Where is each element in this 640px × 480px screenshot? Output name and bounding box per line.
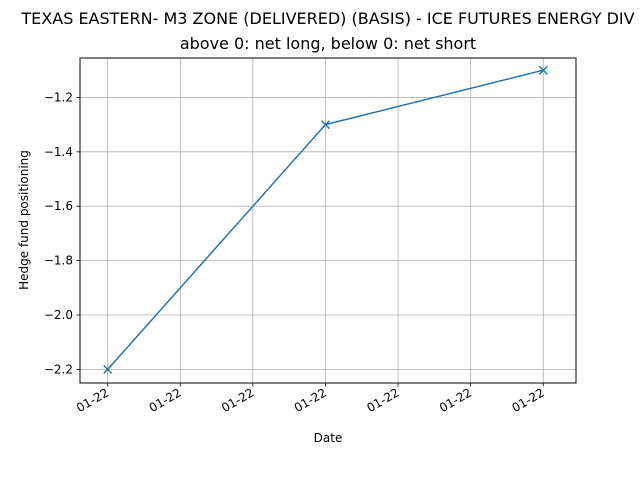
series-layer <box>103 65 548 374</box>
y-axis-ticks: −2.2 −2.0 −1.8 −1.6 −1.4 −1.2 <box>44 90 80 376</box>
y-tick-label: −2.2 <box>44 362 73 376</box>
y-tick-label: −2.0 <box>44 308 73 322</box>
y-axis-label: Hedge fund positioning <box>17 150 31 290</box>
plot-frame <box>79 57 577 384</box>
x-axis-label: Date <box>314 431 343 445</box>
data-point-marker <box>538 65 548 75</box>
data-point-marker <box>320 120 331 130</box>
y-tick-label: −1.6 <box>44 199 73 213</box>
gridlines <box>80 58 576 383</box>
y-tick-label: −1.8 <box>44 254 73 268</box>
chart-subtitle: above 0: net long, below 0: net short <box>180 34 476 53</box>
chart-title: TEXAS EASTERN- M3 ZONE (DELIVERED) (BASI… <box>20 9 634 28</box>
y-tick-label: −1.4 <box>44 145 73 159</box>
y-tick-label: −1.2 <box>44 90 73 104</box>
data-point-marker <box>103 364 113 374</box>
